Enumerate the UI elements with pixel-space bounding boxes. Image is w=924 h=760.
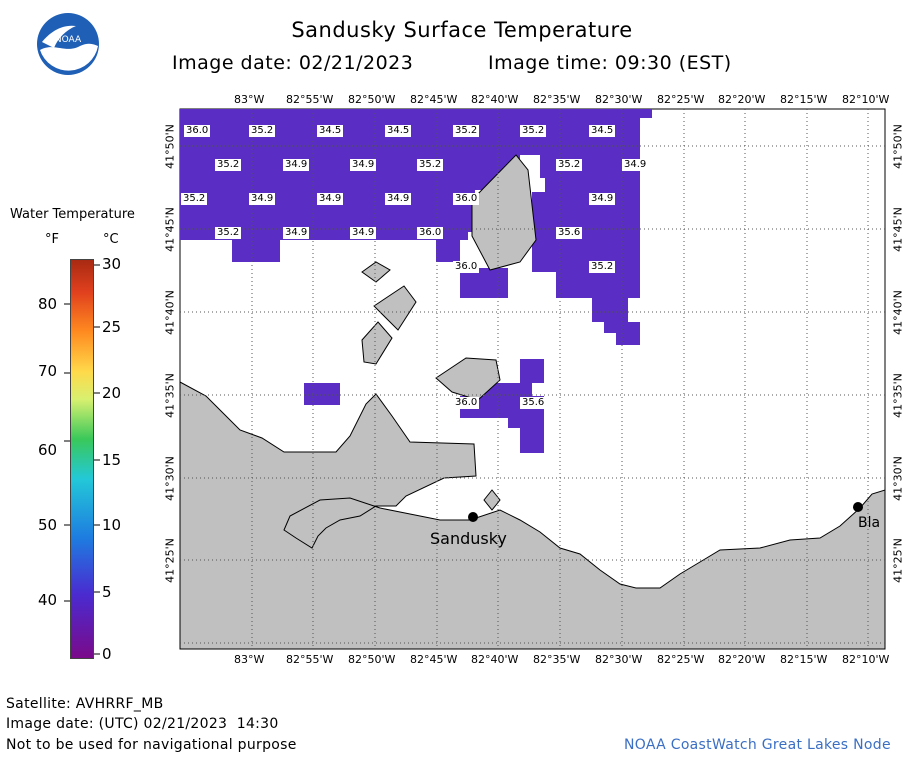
temperature-value-label: 34.9	[317, 193, 344, 205]
noaa-logo: NOAA	[36, 12, 100, 76]
scale-ticks	[64, 264, 100, 655]
lon-label: 82°35'W	[533, 653, 581, 666]
temperature-value-label: 36.0	[184, 125, 211, 137]
temperature-value-label: 36.0	[453, 397, 480, 409]
temperature-value-label: 34.9	[350, 227, 377, 239]
temperature-value-label: 34.5	[317, 125, 344, 137]
temperature-value-label: 36.0	[453, 261, 480, 273]
temperature-value-label: 34.9	[249, 193, 276, 205]
temperature-value-label: 36.0	[417, 227, 444, 239]
city-label-sandusky: Sandusky	[430, 529, 507, 548]
satellite-info: Satellite: AVHRRF_MB	[6, 696, 164, 712]
bla-marker	[853, 502, 863, 512]
temperature-value-label: 34.9	[283, 227, 310, 239]
lon-label: 82°15'W	[780, 93, 828, 106]
lon-label: 83°W	[234, 653, 265, 666]
temperature-value-label: 35.2	[453, 125, 480, 137]
f-tick-60: 60	[38, 441, 58, 459]
city-label-bla: Bla	[858, 515, 880, 531]
temperature-value-label: 35.2	[417, 159, 444, 171]
lat-label: 41°30'N	[891, 456, 905, 501]
lon-label: 82°25'W	[657, 653, 705, 666]
lon-label: 82°15'W	[780, 653, 828, 666]
lat-label: 41°30'N	[163, 456, 177, 501]
temperature-value-label: 36.0	[453, 193, 480, 205]
lon-label: 82°45'W	[410, 93, 458, 106]
lon-label: 82°35'W	[533, 93, 581, 106]
graticule	[180, 109, 885, 649]
lon-label: 82°25'W	[657, 93, 705, 106]
temperature-value-label: 34.9	[283, 159, 310, 171]
lon-label: 82°50'W	[348, 93, 396, 106]
temperature-value-label: 35.2	[215, 227, 242, 239]
lat-label: 41°50'N	[891, 124, 905, 169]
lat-label: 41°50'N	[163, 124, 177, 169]
c-tick-20: 20	[102, 384, 122, 402]
lon-label: 82°55'W	[286, 93, 334, 106]
lon-label: 83°W	[234, 93, 265, 106]
c-tick-15: 15	[102, 451, 122, 469]
lat-label: 41°25'N	[891, 538, 905, 583]
temperature-value-label: 34.5	[385, 125, 412, 137]
lon-label: 82°30'W	[595, 93, 643, 106]
f-tick-70: 70	[38, 362, 58, 380]
lat-label: 41°25'N	[163, 538, 177, 583]
lat-label: 41°40'N	[891, 290, 905, 335]
c-tick-10: 10	[102, 516, 122, 534]
f-tick-40: 40	[38, 591, 58, 609]
c-tick-30: 30	[102, 255, 122, 273]
lon-label: 82°40'W	[471, 93, 519, 106]
image-date: Image date: 02/21/2023	[172, 52, 414, 74]
c-tick-5: 5	[102, 583, 112, 601]
color-scale-bar	[70, 259, 94, 659]
lat-label: 41°35'N	[891, 373, 905, 418]
lon-label: 82°30'W	[595, 653, 643, 666]
lon-label: 82°10'W	[842, 653, 890, 666]
temperature-value-label: 35.6	[520, 397, 547, 409]
f-tick-80: 80	[38, 295, 58, 313]
lat-label: 41°45'N	[163, 207, 177, 252]
legend-title: Water Temperature	[10, 207, 135, 222]
lon-label: 82°40'W	[471, 653, 519, 666]
lon-label: 82°50'W	[348, 653, 396, 666]
page-title: Sandusky Surface Temperature	[291, 18, 633, 42]
credit-link[interactable]: NOAA CoastWatch Great Lakes Node	[624, 737, 891, 753]
temperature-value-label: 34.9	[589, 193, 616, 205]
lon-label: 82°20'W	[718, 653, 766, 666]
temperature-value-label: 35.2	[249, 125, 276, 137]
lat-label: 41°40'N	[163, 290, 177, 335]
svg-text:NOAA: NOAA	[55, 35, 82, 45]
temperature-value-label: 35.6	[556, 227, 583, 239]
utc-date: Image date: (UTC) 02/21/2023 14:30	[6, 716, 279, 732]
temperature-value-label: 35.2	[215, 159, 242, 171]
unit-celsius: °C	[103, 232, 119, 247]
c-tick-0: 0	[102, 645, 112, 663]
land-features	[179, 154, 886, 650]
sandusky-marker	[468, 512, 478, 522]
temperature-value-label: 35.2	[520, 125, 547, 137]
temperature-value-label: 35.2	[181, 193, 208, 205]
lon-label: 82°20'W	[718, 93, 766, 106]
temperature-value-label: 34.9	[622, 159, 649, 171]
lon-label: 82°55'W	[286, 653, 334, 666]
image-time: Image time: 09:30 (EST)	[488, 52, 732, 74]
lon-label: 82°45'W	[410, 653, 458, 666]
f-tick-50: 50	[38, 516, 58, 534]
c-tick-25: 25	[102, 318, 122, 336]
temperature-map: Sandusky Bla	[179, 108, 886, 650]
lat-label: 41°45'N	[891, 207, 905, 252]
lat-label: 41°35'N	[163, 373, 177, 418]
lon-label: 82°10'W	[842, 93, 890, 106]
disclaimer: Not to be used for navigational purpose	[6, 737, 297, 753]
temperature-value-label: 35.2	[556, 159, 583, 171]
temperature-value-label: 34.9	[385, 193, 412, 205]
temperature-value-label: 34.5	[589, 125, 616, 137]
unit-fahrenheit: °F	[45, 232, 59, 247]
temperature-value-label: 35.2	[589, 261, 616, 273]
temperature-value-label: 34.9	[350, 159, 377, 171]
